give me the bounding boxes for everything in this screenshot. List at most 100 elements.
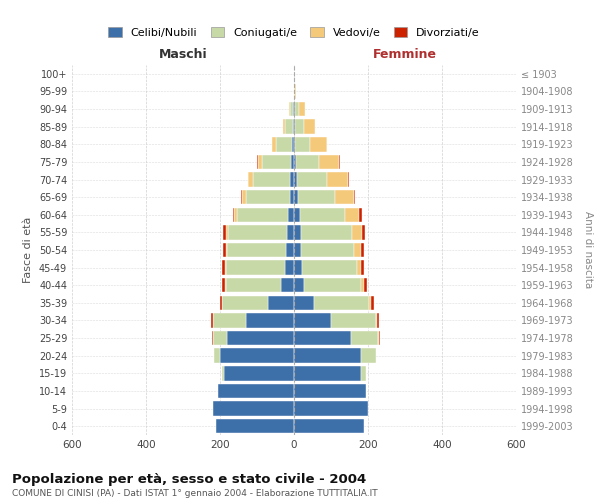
Bar xyxy=(290,102,293,117)
Bar xyxy=(294,243,301,257)
Bar xyxy=(292,137,294,152)
Bar xyxy=(302,260,357,275)
Bar xyxy=(328,172,347,186)
Bar xyxy=(235,208,238,222)
Bar xyxy=(295,102,299,117)
Bar xyxy=(296,154,319,169)
Bar xyxy=(223,225,226,240)
Bar xyxy=(216,419,294,434)
Bar xyxy=(223,243,226,257)
Bar xyxy=(299,102,305,117)
Bar xyxy=(218,384,294,398)
Bar xyxy=(281,278,294,292)
Bar xyxy=(286,120,293,134)
Bar xyxy=(352,225,362,240)
Bar xyxy=(310,137,327,152)
Bar xyxy=(294,419,364,434)
Bar xyxy=(331,314,376,328)
Y-axis label: Fasce di età: Fasce di età xyxy=(23,217,33,283)
Bar xyxy=(226,243,227,257)
Bar xyxy=(283,120,286,134)
Bar xyxy=(379,331,380,345)
Bar xyxy=(241,190,242,204)
Bar xyxy=(222,366,224,380)
Bar xyxy=(294,331,352,345)
Bar xyxy=(301,225,352,240)
Bar xyxy=(238,208,289,222)
Bar xyxy=(294,102,295,117)
Bar xyxy=(220,296,222,310)
Bar xyxy=(227,243,286,257)
Bar xyxy=(227,331,294,345)
Bar xyxy=(228,225,287,240)
Bar xyxy=(294,154,296,169)
Bar xyxy=(212,331,227,345)
Bar xyxy=(294,120,295,134)
Bar xyxy=(233,208,235,222)
Bar xyxy=(344,208,359,222)
Bar xyxy=(290,172,294,186)
Bar xyxy=(304,278,361,292)
Bar xyxy=(295,120,304,134)
Bar xyxy=(298,190,335,204)
Bar xyxy=(297,172,328,186)
Bar xyxy=(361,260,364,275)
Bar xyxy=(222,260,225,275)
Bar xyxy=(354,243,361,257)
Bar xyxy=(378,331,379,345)
Bar xyxy=(211,314,212,328)
Bar xyxy=(339,154,340,169)
Bar xyxy=(361,348,376,363)
Bar xyxy=(289,102,290,117)
Bar xyxy=(352,331,378,345)
Bar xyxy=(214,348,220,363)
Bar xyxy=(293,120,294,134)
Y-axis label: Anni di nascita: Anni di nascita xyxy=(583,212,593,288)
Legend: Celibi/Nubili, Coniugati/e, Vedovi/e, Divorziati/e: Celibi/Nubili, Coniugati/e, Vedovi/e, Di… xyxy=(104,22,484,42)
Bar xyxy=(224,366,294,380)
Bar xyxy=(294,402,368,416)
Bar xyxy=(359,208,362,222)
Bar xyxy=(275,137,292,152)
Bar xyxy=(294,84,295,98)
Bar xyxy=(262,154,291,169)
Bar xyxy=(357,260,361,275)
Bar xyxy=(222,278,225,292)
Bar xyxy=(287,225,294,240)
Bar xyxy=(294,348,361,363)
Bar xyxy=(361,243,364,257)
Bar xyxy=(294,260,302,275)
Bar xyxy=(295,137,310,152)
Bar xyxy=(369,296,371,310)
Bar xyxy=(225,260,226,275)
Bar xyxy=(286,243,294,257)
Bar xyxy=(347,172,349,186)
Bar xyxy=(248,172,253,186)
Bar xyxy=(376,314,377,328)
Bar xyxy=(319,154,339,169)
Bar xyxy=(294,172,297,186)
Bar xyxy=(253,172,290,186)
Bar xyxy=(268,296,294,310)
Bar xyxy=(272,137,275,152)
Bar xyxy=(258,154,262,169)
Bar xyxy=(291,154,294,169)
Bar xyxy=(335,190,354,204)
Bar xyxy=(301,243,354,257)
Bar xyxy=(294,190,298,204)
Bar xyxy=(362,225,365,240)
Bar xyxy=(294,384,366,398)
Bar xyxy=(294,366,361,380)
Bar xyxy=(294,278,304,292)
Bar xyxy=(294,314,331,328)
Bar xyxy=(299,208,344,222)
Bar xyxy=(246,190,290,204)
Text: Popolazione per età, sesso e stato civile - 2004: Popolazione per età, sesso e stato civil… xyxy=(12,472,366,486)
Text: Femmine: Femmine xyxy=(373,48,437,62)
Bar xyxy=(371,296,374,310)
Bar xyxy=(364,278,367,292)
Bar xyxy=(226,278,281,292)
Bar xyxy=(212,314,246,328)
Bar xyxy=(222,296,268,310)
Bar xyxy=(294,296,314,310)
